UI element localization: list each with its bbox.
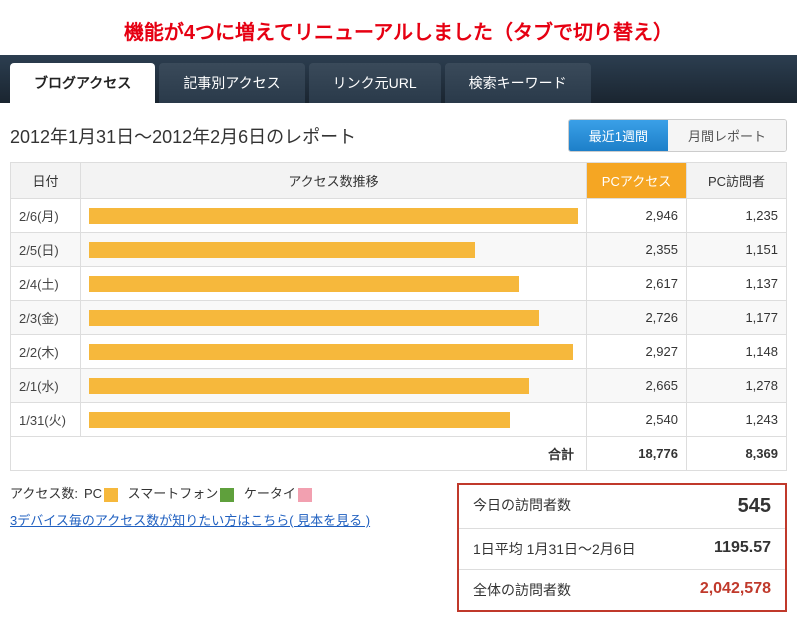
tab-検索キーワード[interactable]: 検索キーワード bbox=[445, 63, 591, 103]
cell-pc: 2,946 bbox=[587, 199, 687, 233]
col-date: 日付 bbox=[11, 163, 81, 199]
table-row: 2/3(金) 2,7261,177 bbox=[11, 301, 787, 335]
stat-label: 1日平均 1月31日～2月6日 bbox=[473, 539, 636, 559]
table-row: 2/2(木) 2,9271,148 bbox=[11, 335, 787, 369]
cell-pc: 2,540 bbox=[587, 403, 687, 437]
tab-bar: ブログアクセス記事別アクセスリンク元URL検索キーワード bbox=[0, 55, 797, 103]
visitor-stats-box: 今日の訪問者数 545 1日平均 1月31日～2月6日 1195.57 全体の訪問者数 2… bbox=[457, 483, 787, 612]
cell-vis: 1,278 bbox=[687, 369, 787, 403]
cell-vis: 1,148 bbox=[687, 335, 787, 369]
report-title: 2012年1月31日～2012年2月6日のレポート bbox=[10, 123, 356, 149]
cell-date: 1/31(火) bbox=[11, 403, 81, 437]
period-toggle: 最近1週間 月間レポート bbox=[568, 119, 787, 152]
tab-記事別アクセス[interactable]: 記事別アクセス bbox=[159, 63, 304, 103]
cell-pc: 2,726 bbox=[587, 301, 687, 335]
cell-vis: 1,137 bbox=[687, 267, 787, 301]
table-row: 1/31(火) 2,5401,243 bbox=[11, 403, 787, 437]
cell-bar bbox=[81, 199, 587, 233]
cell-pc: 2,665 bbox=[587, 369, 687, 403]
total-pc: 18,776 bbox=[587, 437, 687, 471]
col-pc-visitors: PC訪問者 bbox=[687, 163, 787, 199]
toggle-recent-week[interactable]: 最近1週間 bbox=[569, 120, 668, 151]
cell-pc: 2,927 bbox=[587, 335, 687, 369]
stat-row: 1日平均 1月31日～2月6日 1195.57 bbox=[459, 529, 785, 570]
cell-vis: 1,151 bbox=[687, 233, 787, 267]
cell-date: 2/3(金) bbox=[11, 301, 81, 335]
legend-item: スマートフォン bbox=[128, 483, 235, 502]
tab-ブログアクセス[interactable]: ブログアクセス bbox=[10, 63, 155, 103]
legend-swatch bbox=[220, 488, 234, 502]
stat-label: 今日の訪問者数 bbox=[473, 495, 571, 518]
legend-item: PC bbox=[84, 486, 118, 502]
cell-date: 2/4(土) bbox=[11, 267, 81, 301]
cell-vis: 1,243 bbox=[687, 403, 787, 437]
legend-swatch bbox=[298, 488, 312, 502]
legend-title: アクセス数: bbox=[10, 483, 78, 502]
col-trend: アクセス数推移 bbox=[81, 163, 587, 199]
table-row: 2/1(水) 2,6651,278 bbox=[11, 369, 787, 403]
cell-date: 2/5(日) bbox=[11, 233, 81, 267]
cell-pc: 2,617 bbox=[587, 267, 687, 301]
col-pc-access[interactable]: PCアクセス bbox=[587, 163, 687, 199]
table-row: 2/5(日) 2,3551,151 bbox=[11, 233, 787, 267]
cell-vis: 1,235 bbox=[687, 199, 787, 233]
content-area: 2012年1月31日～2012年2月6日のレポート 最近1週間 月間レポート 日… bbox=[0, 103, 797, 628]
stat-value: 545 bbox=[738, 495, 771, 518]
stat-label: 全体の訪問者数 bbox=[473, 580, 571, 600]
access-table: 日付 アクセス数推移 PCアクセス PC訪問者 2/6(月) 2,9461,235… bbox=[10, 162, 787, 471]
table-row: 2/6(月) 2,9461,235 bbox=[11, 199, 787, 233]
cell-date: 2/1(水) bbox=[11, 369, 81, 403]
total-label: 合計 bbox=[11, 437, 587, 471]
toggle-monthly[interactable]: 月間レポート bbox=[668, 120, 786, 151]
device-detail-link[interactable]: 3デバイス毎のアクセス数が知りたい方はこちら( 見本を見る ) bbox=[10, 510, 370, 529]
tab-リンク元URL[interactable]: リンク元URL bbox=[309, 63, 441, 103]
stat-value: 1195.57 bbox=[714, 539, 771, 559]
stat-value: 2,042,578 bbox=[700, 580, 771, 600]
cell-bar bbox=[81, 335, 587, 369]
legend-swatch bbox=[104, 488, 118, 502]
total-vis: 8,369 bbox=[687, 437, 787, 471]
legend-block: アクセス数: PC スマートフォン ケータイ 3デバイス毎のアクセス数が知りたい方… bbox=[10, 483, 370, 612]
stat-row: 今日の訪問者数 545 bbox=[459, 485, 785, 529]
headline-text: 機能が4つに増えてリニューアルしました（タブで切り替え） bbox=[0, 0, 797, 55]
cell-date: 2/2(木) bbox=[11, 335, 81, 369]
table-row: 2/4(土) 2,6171,137 bbox=[11, 267, 787, 301]
cell-bar bbox=[81, 403, 587, 437]
cell-bar bbox=[81, 267, 587, 301]
cell-date: 2/6(月) bbox=[11, 199, 81, 233]
cell-bar bbox=[81, 301, 587, 335]
legend: アクセス数: PC スマートフォン ケータイ bbox=[10, 483, 370, 502]
stat-row: 全体の訪問者数 2,042,578 bbox=[459, 570, 785, 610]
cell-pc: 2,355 bbox=[587, 233, 687, 267]
cell-vis: 1,177 bbox=[687, 301, 787, 335]
legend-item: ケータイ bbox=[244, 483, 312, 502]
cell-bar bbox=[81, 233, 587, 267]
cell-bar bbox=[81, 369, 587, 403]
total-row: 合計18,7768,369 bbox=[11, 437, 787, 471]
